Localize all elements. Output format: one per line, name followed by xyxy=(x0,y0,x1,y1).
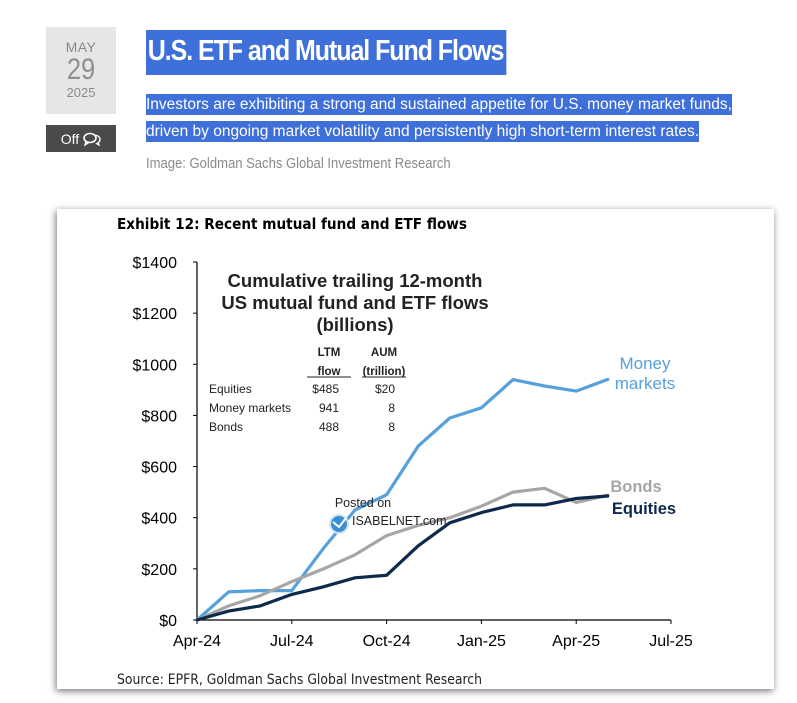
table-cell-aum: 8 xyxy=(388,420,395,434)
series-label-equities: Equities xyxy=(612,500,676,518)
y-tick-label: $800 xyxy=(141,408,177,425)
table-cell-ltm: 488 xyxy=(319,420,339,434)
x-tick-label: Oct-24 xyxy=(363,633,411,650)
table-header: AUM xyxy=(371,347,397,359)
y-tick-label: $1000 xyxy=(133,357,178,374)
post-date-month: MAY xyxy=(65,39,97,55)
series-label-bonds: Bonds xyxy=(610,478,661,496)
x-tick-label: Apr-24 xyxy=(173,633,221,650)
x-tick-label: Jul-25 xyxy=(649,633,693,650)
y-tick-label: $1400 xyxy=(133,255,178,272)
x-tick-label: Jan-25 xyxy=(457,633,506,650)
y-tick-label: $0 xyxy=(159,613,177,630)
watermark-posted-on: Posted on xyxy=(335,496,391,510)
table-header: flow xyxy=(318,366,341,378)
chart-title-line: Cumulative trailing 12-month xyxy=(228,270,483,291)
y-tick-label: $1200 xyxy=(133,306,178,323)
series-line-equities xyxy=(195,494,610,622)
table-row-label: Equities xyxy=(209,382,252,396)
y-tick-label: $200 xyxy=(141,562,177,579)
chart-title-line: (billions) xyxy=(316,314,393,335)
table-cell-aum: 8 xyxy=(388,401,395,415)
watermark-site: ISABELNET.com xyxy=(352,514,446,528)
post-excerpt: Investors are exhibiting a strong and su… xyxy=(146,91,746,145)
table-header: LTM xyxy=(318,347,341,359)
table-row-label: Money markets xyxy=(209,401,291,415)
y-tick-label: $400 xyxy=(141,511,177,528)
comments-link[interactable]: Off xyxy=(46,125,116,152)
series-line-money-markets xyxy=(195,377,610,622)
image-credit: Image: Goldman Sachs Global Investment R… xyxy=(146,156,451,172)
watermark-logo-icon xyxy=(329,514,349,534)
x-tick-label: Apr-25 xyxy=(552,633,600,650)
post-title[interactable]: U.S. ETF and Mutual Fund Flows xyxy=(146,30,507,75)
series-label-money-markets: markets xyxy=(615,374,675,393)
table-cell-ltm: $485 xyxy=(312,382,339,396)
y-tick-label: $600 xyxy=(141,460,177,477)
flows-chart: Exhibit 12: Recent mutual fund and ETF f… xyxy=(117,215,693,688)
post-date-badge: MAY 29 2025 xyxy=(46,27,116,114)
chart-source: Source: EPFR, Goldman Sachs Global Inves… xyxy=(117,672,482,688)
chart-title-line: US mutual fund and ETF flows xyxy=(221,292,488,313)
table-header: (trillion) xyxy=(363,366,406,378)
watermark-logo-mark-icon xyxy=(332,517,347,529)
comment-bubbles-icon xyxy=(83,132,101,146)
series-label-money-markets: Money xyxy=(619,354,671,373)
post-date-year: 2025 xyxy=(66,85,96,100)
exhibit-title: Exhibit 12: Recent mutual fund and ETF f… xyxy=(117,215,467,233)
post-excerpt-text: Investors are exhibiting a strong and su… xyxy=(146,94,732,142)
comments-label: Off xyxy=(60,130,80,147)
series-line-bonds xyxy=(195,486,610,622)
table-cell-ltm: 941 xyxy=(319,401,339,415)
chart-figure: Exhibit 12: Recent mutual fund and ETF f… xyxy=(57,209,774,689)
table-cell-aum: $20 xyxy=(375,382,395,396)
table-row-label: Bonds xyxy=(209,420,243,434)
post-date-day: 29 xyxy=(66,53,96,86)
x-tick-label: Jul-24 xyxy=(270,633,314,650)
